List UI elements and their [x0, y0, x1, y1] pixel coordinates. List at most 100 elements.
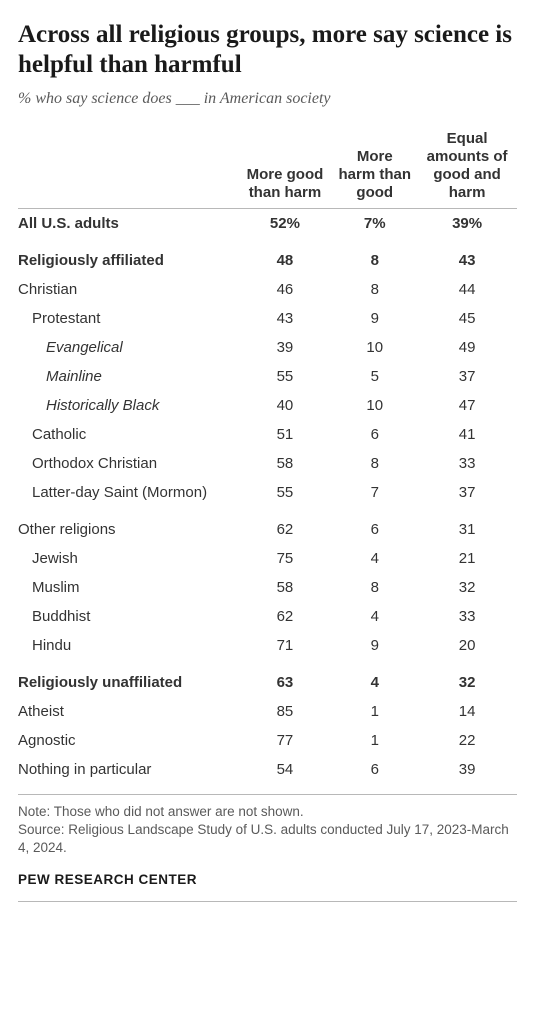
row-label: Religiously unaffiliated [18, 660, 238, 697]
table-row: Mainline55537 [18, 362, 517, 391]
row-value: 39 [238, 333, 333, 362]
row-value: 4 [332, 602, 417, 631]
row-value: 4 [332, 660, 417, 697]
col-header-blank [18, 126, 238, 209]
table-row: Orthodox Christian58833 [18, 449, 517, 478]
row-value: 31 [417, 507, 517, 544]
publisher-name: PEW RESEARCH CENTER [18, 872, 517, 902]
row-label: Latter-day Saint (Mormon) [18, 478, 238, 507]
row-label: Christian [18, 275, 238, 304]
row-value: 45 [417, 304, 517, 333]
row-value: 10 [332, 391, 417, 420]
row-value: 40 [238, 391, 333, 420]
row-value: 85 [238, 697, 333, 726]
row-label: Agnostic [18, 726, 238, 755]
row-value: 62 [238, 507, 333, 544]
row-label: Hindu [18, 631, 238, 660]
row-value: 22 [417, 726, 517, 755]
row-label: Muslim [18, 573, 238, 602]
row-value: 6 [332, 755, 417, 784]
table-row: Christian46844 [18, 275, 517, 304]
row-label: Catholic [18, 420, 238, 449]
row-label: Atheist [18, 697, 238, 726]
table-row: Religiously affiliated48843 [18, 238, 517, 275]
row-value: 48 [238, 238, 333, 275]
table-body: All U.S. adults52%7%39%Religiously affil… [18, 209, 517, 785]
row-value: 52% [238, 209, 333, 239]
col-header-harm: More harm than good [332, 126, 417, 209]
col-header-equal: Equal amounts of good and harm [417, 126, 517, 209]
row-label: Mainline [18, 362, 238, 391]
row-value: 7% [332, 209, 417, 239]
row-value: 8 [332, 573, 417, 602]
row-value: 71 [238, 631, 333, 660]
row-value: 33 [417, 449, 517, 478]
row-value: 77 [238, 726, 333, 755]
footnote: Note: Those who did not answer are not s… [18, 794, 517, 858]
table-row: Buddhist62433 [18, 602, 517, 631]
table-row: Atheist85114 [18, 697, 517, 726]
row-value: 8 [332, 238, 417, 275]
row-value: 54 [238, 755, 333, 784]
table-row: Catholic51641 [18, 420, 517, 449]
row-label: Evangelical [18, 333, 238, 362]
row-value: 39% [417, 209, 517, 239]
source-line: Source: Religious Landscape Study of U.S… [18, 822, 509, 855]
row-value: 20 [417, 631, 517, 660]
row-value: 4 [332, 544, 417, 573]
row-value: 37 [417, 362, 517, 391]
row-value: 32 [417, 660, 517, 697]
chart-subtitle: % who say science does ___ in American s… [18, 90, 517, 108]
row-value: 5 [332, 362, 417, 391]
row-value: 55 [238, 362, 333, 391]
table-row: Latter-day Saint (Mormon)55737 [18, 478, 517, 507]
row-value: 43 [238, 304, 333, 333]
row-value: 46 [238, 275, 333, 304]
row-value: 6 [332, 507, 417, 544]
row-value: 62 [238, 602, 333, 631]
row-value: 32 [417, 573, 517, 602]
table-row: Muslim58832 [18, 573, 517, 602]
table-row: Nothing in particular54639 [18, 755, 517, 784]
row-value: 33 [417, 602, 517, 631]
row-value: 9 [332, 631, 417, 660]
note-line: Note: Those who did not answer are not s… [18, 804, 304, 819]
table-row: Other religions62631 [18, 507, 517, 544]
table-row: Agnostic77122 [18, 726, 517, 755]
row-label: Other religions [18, 507, 238, 544]
row-label: Nothing in particular [18, 755, 238, 784]
col-header-good: More good than harm [238, 126, 333, 209]
table-row: Historically Black401047 [18, 391, 517, 420]
table-row: Jewish75421 [18, 544, 517, 573]
row-value: 1 [332, 726, 417, 755]
row-value: 58 [238, 449, 333, 478]
row-label: Protestant [18, 304, 238, 333]
row-value: 39 [417, 755, 517, 784]
row-value: 47 [417, 391, 517, 420]
row-label: Religiously affiliated [18, 238, 238, 275]
row-value: 75 [238, 544, 333, 573]
row-value: 1 [332, 697, 417, 726]
row-value: 8 [332, 449, 417, 478]
row-value: 6 [332, 420, 417, 449]
row-label: All U.S. adults [18, 209, 238, 239]
row-value: 14 [417, 697, 517, 726]
row-value: 55 [238, 478, 333, 507]
row-value: 63 [238, 660, 333, 697]
row-value: 21 [417, 544, 517, 573]
row-value: 51 [238, 420, 333, 449]
table-row: Hindu71920 [18, 631, 517, 660]
row-value: 8 [332, 275, 417, 304]
table-row: Protestant43945 [18, 304, 517, 333]
row-value: 43 [417, 238, 517, 275]
row-value: 44 [417, 275, 517, 304]
row-label: Orthodox Christian [18, 449, 238, 478]
chart-title: Across all religious groups, more say sc… [18, 20, 517, 80]
row-value: 41 [417, 420, 517, 449]
row-value: 7 [332, 478, 417, 507]
row-value: 10 [332, 333, 417, 362]
row-label: Historically Black [18, 391, 238, 420]
table-row: All U.S. adults52%7%39% [18, 209, 517, 239]
row-label: Jewish [18, 544, 238, 573]
row-label: Buddhist [18, 602, 238, 631]
